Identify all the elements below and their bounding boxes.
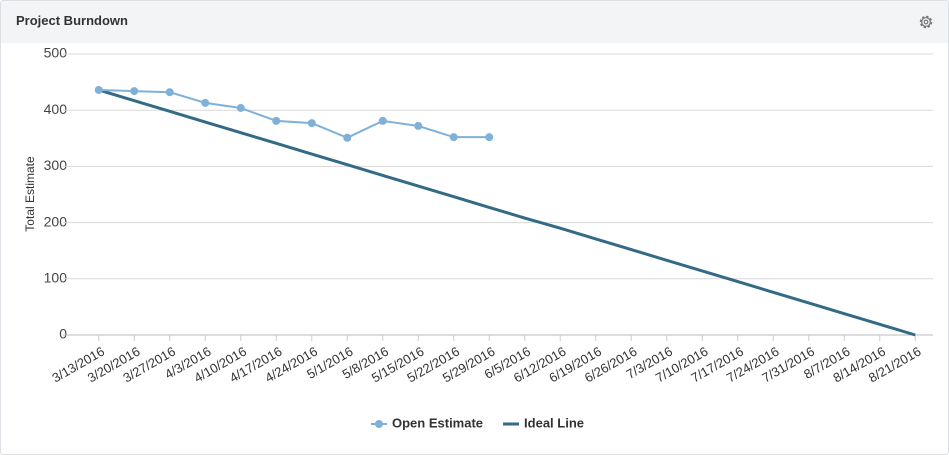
data-point (378, 116, 387, 125)
data-point (94, 85, 103, 94)
y-tick-label: 0 (59, 326, 67, 342)
data-point (485, 133, 494, 142)
data-point (201, 98, 210, 107)
y-tick-label: 100 (44, 270, 68, 286)
settings-icon[interactable] (917, 13, 935, 31)
data-point (272, 116, 281, 125)
y-tick-label: 300 (44, 157, 68, 173)
y-tick-label: 400 (44, 101, 68, 117)
panel-title: Project Burndown (16, 13, 128, 28)
legend-label: Ideal Line (524, 415, 584, 430)
y-axis-label: Total Estimate (23, 156, 37, 232)
data-point (414, 121, 423, 130)
data-point (236, 103, 245, 112)
data-point (307, 119, 316, 128)
series-line (98, 88, 490, 139)
data-point (343, 133, 352, 142)
data-point (130, 87, 139, 96)
y-tick-label: 500 (44, 45, 68, 61)
panel-header: Project Burndown (1, 1, 948, 43)
legend-label: Open Estimate (392, 415, 483, 430)
series-line (98, 88, 916, 337)
y-tick-label: 200 (44, 213, 68, 229)
data-point (449, 133, 458, 142)
data-point (165, 88, 174, 97)
legend-marker (375, 420, 383, 428)
